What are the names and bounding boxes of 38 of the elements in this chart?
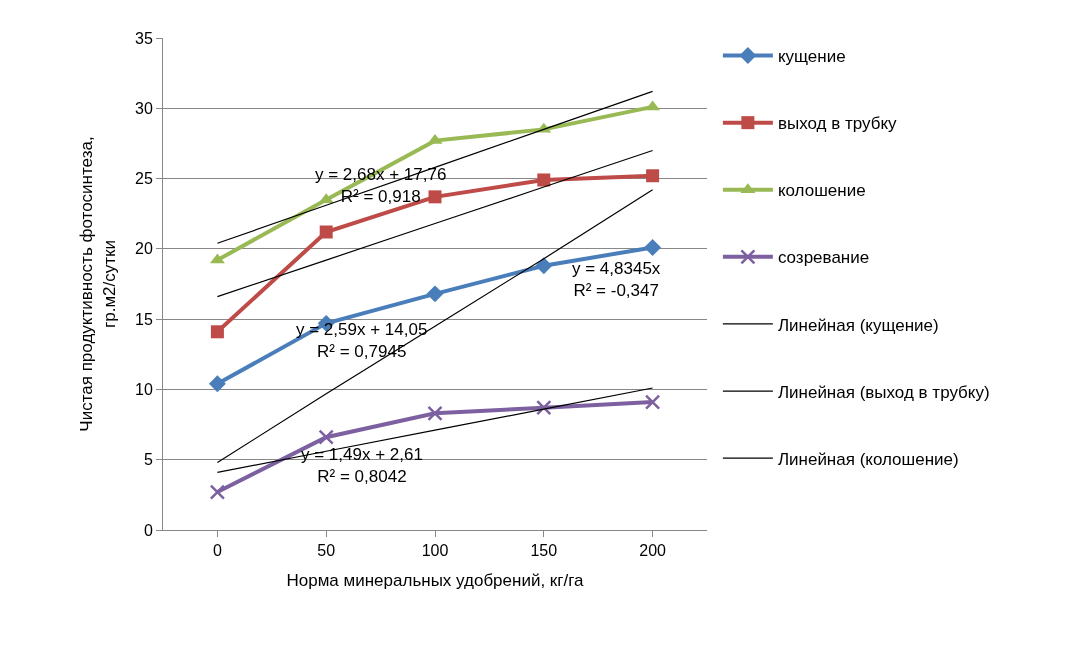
- point: [319, 225, 333, 239]
- point: [646, 169, 660, 183]
- point: [428, 190, 442, 204]
- point: [208, 375, 226, 393]
- y-tick-label: 15: [135, 310, 153, 328]
- point: [210, 325, 224, 339]
- point: [426, 285, 444, 303]
- y-tick-label: 25: [135, 170, 153, 188]
- y-tick-label: 35: [135, 29, 153, 47]
- legend-label: Линейная (колошение): [777, 449, 959, 469]
- y-tick-label: 30: [135, 99, 153, 117]
- legend-label: колошение: [777, 181, 866, 201]
- point: [427, 405, 443, 422]
- x-axis-title: Норма минеральных удобрений, кг/га: [286, 570, 585, 590]
- annotation: y = 4,8345x R² = -0,347: [572, 259, 661, 301]
- point: [644, 239, 662, 256]
- x-tick-label: 0: [212, 542, 222, 560]
- x-tick-label: 150: [530, 542, 558, 560]
- point: [536, 399, 552, 416]
- point: [209, 484, 226, 500]
- y-axis-title: Чистая продуктивность фотосинтеза, гр.м2/сутки: [77, 136, 119, 432]
- line-series: [216, 90, 654, 244]
- point: [535, 257, 553, 275]
- point: [318, 429, 334, 445]
- x-tick-label: 50: [317, 542, 336, 560]
- y-tick-label: 0: [143, 521, 153, 539]
- x-tick-label: 100: [421, 542, 449, 560]
- y-tick-label: 10: [135, 381, 153, 399]
- x-tick-label: 200: [639, 542, 667, 560]
- legend-label: кущение: [777, 47, 846, 67]
- legend-label: Линейная (кущение): [777, 315, 939, 335]
- legend-label: выход в трубку: [777, 114, 898, 134]
- point: [537, 173, 551, 187]
- y-tick-label: 20: [135, 240, 153, 258]
- legend-label: созревание: [777, 248, 870, 268]
- y-tick-label: 5: [143, 451, 153, 469]
- legend-label: Линейная (выход в трубку): [777, 382, 990, 402]
- point: [644, 394, 661, 410]
